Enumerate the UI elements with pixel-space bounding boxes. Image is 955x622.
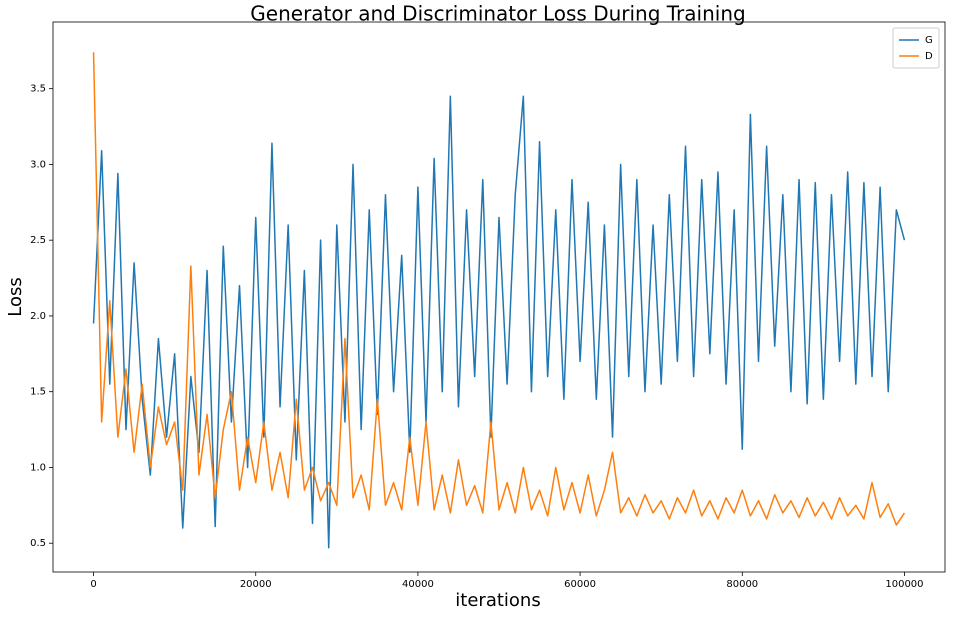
line-series bbox=[92, 95, 906, 549]
y-tick-label: 2.5 bbox=[30, 235, 46, 246]
y-tick-label: 0.5 bbox=[30, 538, 46, 549]
legend-label: G bbox=[925, 35, 933, 46]
x-axis-label: iterations bbox=[455, 590, 540, 611]
x-tick-label: 60000 bbox=[564, 579, 596, 590]
x-tick-label: 20000 bbox=[240, 579, 272, 590]
x-tick-label: 100000 bbox=[885, 579, 923, 590]
y-tick-label: 1.5 bbox=[30, 387, 46, 398]
chart-title: Generator and Discriminator Loss During … bbox=[250, 2, 745, 26]
legend-label: D bbox=[925, 51, 933, 62]
y-tick-label: 3.0 bbox=[30, 159, 46, 170]
plot-frame bbox=[52, 21, 946, 573]
y-tick-label: 1.0 bbox=[30, 462, 46, 473]
x-tick-label: 0 bbox=[90, 579, 96, 590]
x-tick-label: 40000 bbox=[402, 579, 434, 590]
y-axis-label: Loss bbox=[5, 277, 26, 316]
x-tick-label: 80000 bbox=[726, 579, 758, 590]
legend-box bbox=[892, 27, 940, 69]
y-tick-label: 3.5 bbox=[30, 84, 46, 95]
y-tick-label: 2.0 bbox=[30, 311, 46, 322]
line-series bbox=[92, 52, 906, 526]
